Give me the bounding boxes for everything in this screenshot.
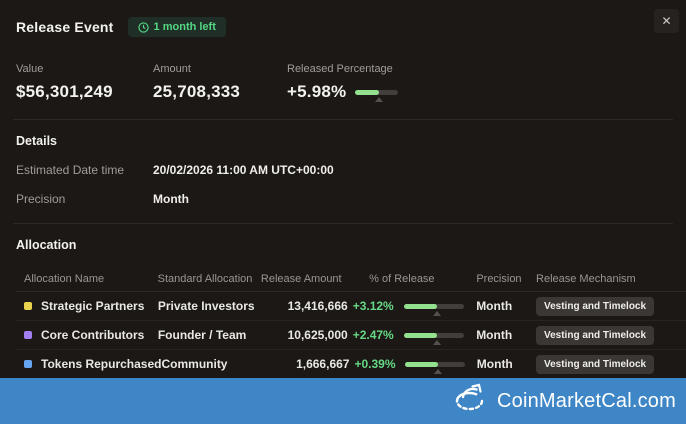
- section-divider: [13, 223, 673, 224]
- col-percent-of-release: % of Release: [369, 273, 435, 285]
- details-heading: Details: [16, 134, 57, 148]
- release-amount: 10,625,000: [287, 328, 348, 342]
- detail-precision-label: Precision: [16, 192, 66, 206]
- stat-value-label: Value: [16, 63, 44, 75]
- col-release-mechanism: Release Mechanism: [536, 273, 636, 285]
- stat-amount: Amount 25,708,333: [153, 63, 287, 102]
- stat-amount-label: Amount: [153, 63, 191, 75]
- allocation-color-dot: [24, 331, 32, 339]
- release-progress-bar: [405, 361, 466, 374]
- row-precision: Month: [476, 328, 513, 342]
- standard-allocation: Community: [161, 357, 228, 371]
- col-release-amount: Release Amount: [260, 273, 342, 285]
- time-left-label: 1 month left: [153, 21, 216, 33]
- stat-released-percentage: Released Percentage +5.98%: [287, 63, 670, 102]
- col-standard-allocation: Standard Allocation: [157, 273, 253, 285]
- allocation-table: Allocation Name Standard Allocation Rele…: [16, 267, 686, 378]
- percent-of-release: +0.39%: [354, 357, 396, 371]
- allocation-color-dot: [24, 360, 32, 368]
- progress-caret-icon: [432, 339, 441, 345]
- release-mechanism-badge: Vesting and Timelock: [535, 325, 655, 345]
- progress-caret-icon: [434, 368, 443, 374]
- stat-value-amount: $56,301,249: [16, 82, 113, 101]
- allocation-name: Core Contributors: [41, 328, 145, 342]
- allocation-heading: Allocation: [16, 238, 77, 252]
- detail-row-precision: Precision Month: [0, 192, 686, 206]
- detail-date-value: 20/02/2026 11:00 AM UTC+00:00: [153, 163, 334, 177]
- progress-caret-icon: [374, 96, 383, 102]
- clock-icon: [137, 21, 149, 33]
- standard-allocation: Private Investors: [157, 299, 255, 313]
- allocation-name: Strategic Partners: [41, 299, 145, 313]
- section-divider: [13, 119, 673, 120]
- table-row: Strategic Partners Private Investors 13,…: [16, 291, 686, 320]
- stat-released-value: +5.98%: [287, 82, 347, 101]
- standard-allocation: Founder / Team: [157, 328, 247, 342]
- row-precision: Month: [476, 299, 513, 313]
- detail-row-date: Estimated Date time 20/02/2026 11:00 AM …: [0, 163, 686, 177]
- col-precision: Precision: [476, 273, 522, 285]
- stat-amount-value: 25,708,333: [153, 82, 241, 101]
- col-allocation-name: Allocation Name: [24, 273, 105, 285]
- modal-header: Release Event 1 month left ✕: [0, 0, 686, 37]
- row-precision: Month: [476, 357, 513, 371]
- progress-caret-icon: [432, 310, 441, 316]
- stat-released-label: Released Percentage: [287, 63, 393, 75]
- detail-date-label: Estimated Date time: [16, 163, 125, 177]
- allocation-color-dot: [24, 302, 32, 310]
- release-progress-bar: [403, 303, 464, 316]
- modal-title: Release Event: [16, 19, 114, 35]
- close-icon[interactable]: ✕: [654, 9, 679, 33]
- time-left-badge: 1 month left: [127, 17, 226, 37]
- stats-row: Value $56,301,249 Amount 25,708,333 Rele…: [0, 63, 686, 102]
- release-progress-bar: [403, 332, 464, 345]
- release-amount: 13,416,666: [287, 299, 348, 313]
- percent-of-release: +3.12%: [352, 299, 394, 313]
- release-mechanism-badge: Vesting and Timelock: [536, 354, 655, 374]
- released-progress-bar: [355, 89, 399, 102]
- coinmarketcal-brand-text: CoinMarketCal.com: [496, 389, 676, 412]
- release-amount: 1,666,667: [296, 357, 350, 371]
- stat-value: Value $56,301,249: [16, 63, 153, 102]
- detail-precision-value: Month: [153, 192, 189, 206]
- allocation-name: Tokens Repurchased: [41, 357, 162, 371]
- coinmarketcal-logo-icon: [451, 381, 488, 421]
- release-mechanism-badge: Vesting and Timelock: [535, 296, 655, 316]
- table-row: Tokens Repurchased Community 1,666,667 +…: [16, 349, 686, 378]
- coinmarketcal-footer-link[interactable]: CoinMarketCal.com: [0, 378, 686, 424]
- table-header-row: Allocation Name Standard Allocation Rele…: [16, 267, 686, 291]
- table-row: Core Contributors Founder / Team 10,625,…: [16, 320, 686, 349]
- percent-of-release: +2.47%: [352, 328, 394, 342]
